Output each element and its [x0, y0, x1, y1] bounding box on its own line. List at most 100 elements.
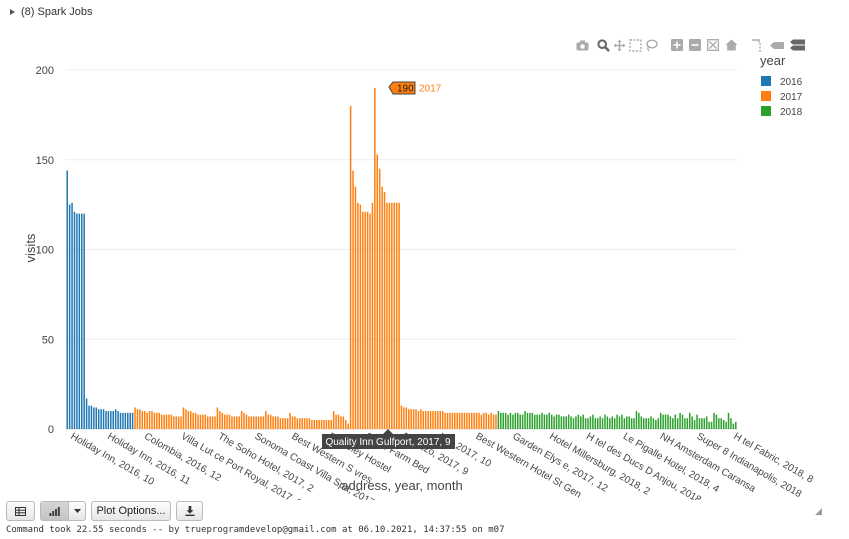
bar-2017[interactable] [410, 409, 412, 429]
bar-2017[interactable] [422, 411, 425, 429]
bar-2017[interactable] [340, 416, 342, 429]
bar-2017[interactable] [231, 416, 233, 429]
bar-2017[interactable] [383, 192, 386, 429]
bar-2018[interactable] [550, 414, 553, 429]
bar-2017[interactable] [158, 412, 161, 429]
bar-2018[interactable] [657, 418, 660, 429]
bar-2018[interactable] [686, 418, 689, 429]
bar-2017[interactable] [303, 418, 306, 429]
bar-2017[interactable] [199, 414, 202, 429]
bar-2018[interactable] [727, 412, 730, 429]
bar-2016[interactable] [122, 412, 124, 429]
bar-2016[interactable] [73, 211, 76, 429]
bar-2017[interactable] [277, 416, 279, 429]
bar-2017[interactable] [156, 412, 158, 429]
bar-2017[interactable] [458, 412, 461, 429]
bar-2018[interactable] [604, 414, 606, 429]
bar-2017[interactable] [345, 420, 347, 429]
bar-2018[interactable] [662, 414, 664, 429]
bar-2018[interactable] [698, 418, 701, 429]
bar-2017[interactable] [388, 202, 391, 429]
bar-2017[interactable] [173, 416, 175, 429]
bar-2017[interactable] [463, 412, 466, 429]
bar-2018[interactable] [672, 418, 674, 429]
bar-2017[interactable] [260, 416, 262, 429]
bar-2017[interactable] [347, 423, 349, 429]
bar-2018[interactable] [512, 414, 514, 429]
bar-2016[interactable] [78, 213, 81, 429]
bar-2017[interactable] [354, 186, 357, 429]
bar-2017[interactable] [223, 414, 226, 429]
bar-2018[interactable] [599, 416, 601, 429]
bar-2017[interactable] [139, 409, 141, 429]
bar-2018[interactable] [674, 414, 676, 429]
bar-2017[interactable] [202, 414, 204, 429]
bar-2017[interactable] [405, 407, 408, 429]
bar-2016[interactable] [114, 409, 117, 429]
bar-2018[interactable] [502, 412, 504, 429]
bar-2018[interactable] [693, 420, 696, 429]
bar-2018[interactable] [546, 414, 548, 429]
bar-2018[interactable] [650, 416, 652, 429]
bar-2017[interactable] [315, 420, 318, 429]
bar-2018[interactable] [504, 412, 507, 429]
bar-2018[interactable] [616, 414, 618, 429]
bar-2018[interactable] [580, 416, 582, 429]
bar-2017[interactable] [400, 405, 403, 429]
bar-2017[interactable] [214, 416, 216, 429]
bar-2017[interactable] [286, 418, 289, 429]
bar-2017[interactable] [294, 416, 296, 429]
bar-2018[interactable] [521, 414, 524, 429]
bar-2018[interactable] [611, 416, 614, 429]
bar-2017[interactable] [284, 418, 286, 429]
autoscale-icon[interactable] [705, 37, 721, 53]
bar-2018[interactable] [609, 418, 611, 429]
bar-2017[interactable] [240, 411, 243, 429]
bar-2017[interactable] [296, 418, 299, 429]
bar-2018[interactable] [633, 418, 635, 429]
bar-2018[interactable] [536, 414, 538, 429]
bar-2017[interactable] [420, 409, 422, 429]
bar-2017[interactable] [306, 418, 308, 429]
bar-2017[interactable] [274, 416, 277, 429]
bar-2017[interactable] [257, 416, 260, 429]
bar-2016[interactable] [102, 409, 105, 429]
bar-2017[interactable] [282, 418, 284, 429]
chart-type-dropdown[interactable] [69, 501, 86, 521]
bar-2017[interactable] [165, 414, 168, 429]
bar-2018[interactable] [708, 421, 710, 429]
bar-2018[interactable] [703, 418, 706, 429]
bar-2018[interactable] [722, 420, 725, 429]
bar-2016[interactable] [112, 411, 114, 429]
bar-2018[interactable] [509, 412, 512, 429]
bar-2018[interactable] [577, 414, 580, 429]
bar-2017[interactable] [359, 204, 362, 430]
bar-2018[interactable] [584, 418, 587, 429]
bar-2017[interactable] [395, 202, 398, 429]
bar-2018[interactable] [640, 416, 643, 429]
bar-2017[interactable] [403, 407, 405, 429]
bar-2017[interactable] [233, 416, 236, 429]
bar-2017[interactable] [289, 412, 291, 429]
bar-2017[interactable] [376, 154, 379, 429]
bar-2018[interactable] [533, 414, 536, 429]
bar-2018[interactable] [655, 420, 657, 429]
bar-2017[interactable] [478, 412, 480, 429]
bar-2017[interactable] [134, 407, 136, 429]
bar-2017[interactable] [492, 414, 495, 429]
bar-2017[interactable] [151, 411, 153, 429]
bar-2017[interactable] [429, 411, 432, 429]
legend-item-2018[interactable]: 2018 [761, 106, 803, 118]
bar-2017[interactable] [424, 411, 427, 429]
zoom-out-icon[interactable] [687, 37, 703, 53]
bar-2017[interactable] [454, 412, 456, 429]
bar-2018[interactable] [638, 412, 640, 429]
bar-2018[interactable] [735, 421, 737, 429]
bar-2017[interactable] [308, 418, 311, 429]
bar-2017[interactable] [211, 416, 214, 429]
bar-2017[interactable] [228, 414, 231, 429]
bar-2017[interactable] [194, 412, 197, 429]
bar-2017[interactable] [250, 416, 253, 429]
bar-2016[interactable] [107, 411, 110, 429]
resize-handle-icon[interactable]: ◢ [815, 506, 822, 516]
